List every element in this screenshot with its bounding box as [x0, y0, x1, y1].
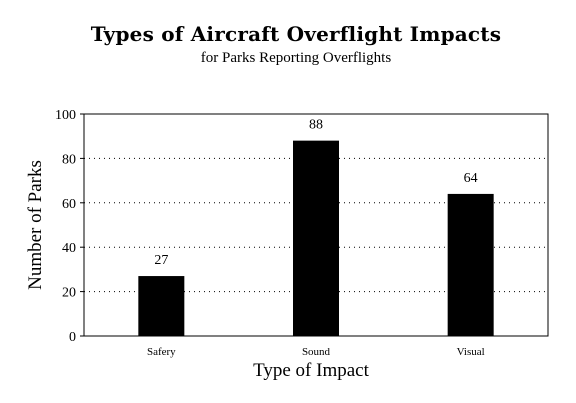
chart-subtitle: for Parks Reporting Overflights — [200, 50, 392, 66]
data-label: 27 — [154, 253, 168, 268]
x-tick-label: Sound — [302, 346, 331, 358]
bar — [293, 140, 339, 336]
y-axis-title: Number of Parks — [25, 160, 46, 290]
y-tick-label: 60 — [62, 197, 76, 212]
bar — [447, 193, 494, 336]
x-tick-label: Safery — [147, 346, 176, 358]
data-label: 64 — [464, 171, 478, 186]
x-axis-title: Type of Impact — [253, 360, 370, 381]
y-tick-label: 40 — [62, 241, 76, 256]
y-tick-label: 20 — [62, 286, 76, 301]
y-tick-label: 0 — [69, 330, 76, 345]
x-tick-label: Visual — [457, 346, 485, 358]
data-label: 88 — [309, 118, 323, 133]
bar — [138, 276, 185, 336]
y-tick-label: 80 — [62, 152, 76, 167]
y-tick-label: 100 — [55, 108, 76, 123]
chart-title: Types of Aircraft Overflight Impacts — [90, 22, 502, 46]
